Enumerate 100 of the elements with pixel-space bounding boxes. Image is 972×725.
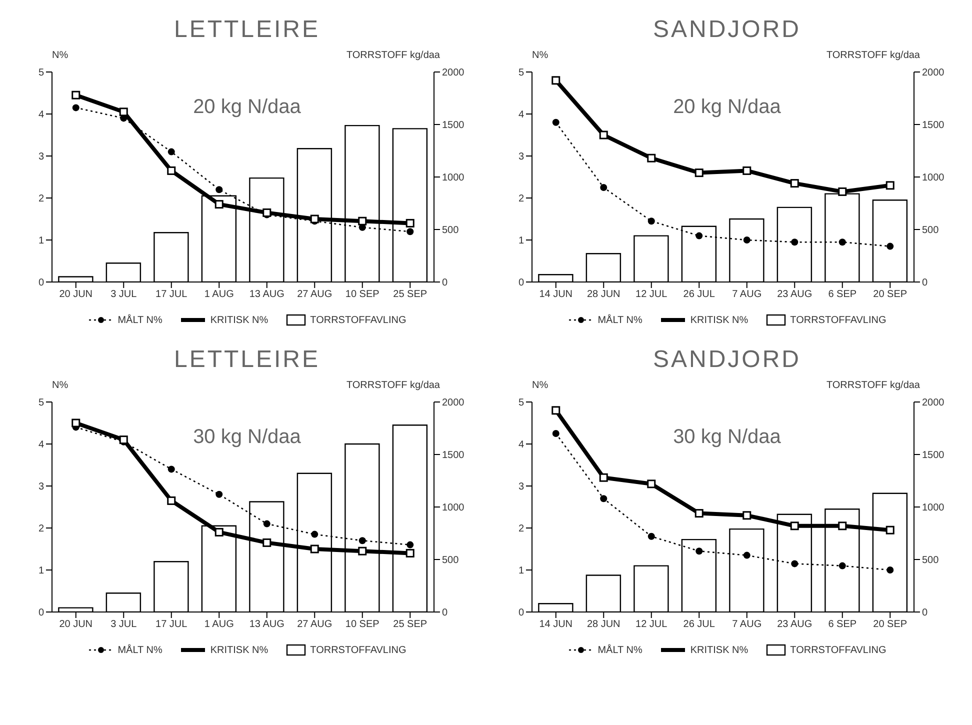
y-tick-label: 4	[518, 110, 524, 121]
x-tick-label: 10 SEP	[345, 619, 380, 630]
point	[647, 480, 656, 488]
point	[406, 548, 414, 558]
point	[406, 541, 414, 548]
x-tick-label: 12 JUL	[636, 619, 668, 630]
point	[72, 104, 80, 112]
point	[167, 496, 176, 505]
x-tick-label: 3 JUL	[110, 289, 138, 300]
x-tick-label: 25 SEP	[393, 619, 428, 630]
point	[216, 186, 223, 194]
point	[886, 566, 894, 574]
point	[552, 118, 560, 126]
y-tick-label: 1	[518, 566, 524, 577]
y2-tick-label: 0	[442, 608, 448, 619]
y2-tick-label: 1000	[442, 172, 465, 184]
point	[72, 90, 80, 100]
point	[216, 490, 223, 498]
x-tick-label: 7 AUG	[732, 289, 762, 300]
y2-tick-label: 0	[442, 278, 448, 289]
point	[262, 208, 272, 217]
x-tick-label: 20 JUN	[59, 289, 93, 300]
x-tick-label: 17 JUL	[156, 619, 188, 630]
x-tick-label: 26 JUL	[683, 289, 716, 300]
point	[838, 187, 847, 196]
y2-axis-title: TORRSTOFF kg/daa	[826, 380, 920, 391]
point	[648, 218, 655, 225]
point	[406, 228, 414, 236]
y-tick-label: 2	[518, 524, 524, 535]
legend-label: KRITISK N%	[210, 314, 268, 326]
y2-tick-label: 1500	[922, 450, 945, 462]
annotation: 20 kg N/daa	[193, 96, 301, 118]
y-tick-label: 1	[38, 566, 44, 577]
point	[406, 218, 414, 228]
y2-tick-label: 1000	[922, 172, 945, 184]
y-tick-label: 5	[38, 68, 44, 79]
point	[600, 495, 608, 502]
y2-tick-label: 2000	[922, 398, 945, 409]
legend-label: TORRSTOFFAVLING	[790, 644, 886, 656]
y2-tick-label: 1000	[922, 502, 945, 514]
annotation: 20 kg N/daa	[673, 96, 781, 118]
x-tick-label: 20 JUN	[59, 619, 93, 630]
y-tick-label: 0	[518, 278, 524, 289]
y-tick-label: 2	[38, 194, 44, 205]
point	[790, 179, 799, 188]
y2-tick-label: 1500	[922, 120, 945, 132]
x-tick-label: 27 AUG	[297, 289, 332, 300]
annotation: 30 kg N/daa	[193, 426, 301, 448]
x-tick-label: 10 SEP	[345, 289, 380, 300]
point	[310, 214, 319, 224]
y-tick-label: 5	[518, 68, 524, 79]
x-tick-label: 3 JUL	[110, 619, 138, 630]
y2-tick-label: 0	[922, 608, 928, 619]
y-tick-label: 1	[38, 236, 44, 247]
x-tick-label: 1 AUG	[204, 289, 234, 300]
x-tick-label: 20 SEP	[873, 619, 908, 630]
y-axis-title: N%	[532, 50, 548, 61]
point	[214, 200, 224, 209]
point	[696, 232, 703, 240]
point	[311, 530, 318, 538]
point	[263, 520, 270, 528]
chart-title: LETTLEIRE	[172, 346, 322, 375]
point	[886, 242, 894, 250]
y-tick-label: 4	[38, 440, 44, 451]
x-tick-label: 7 AUG	[732, 619, 762, 630]
x-tick-label: 27 AUG	[297, 619, 332, 630]
x-tick-label: 20 SEP	[873, 289, 908, 300]
y-tick-label: 1	[518, 236, 524, 247]
y2-axis-title: TORRSTOFF kg/daa	[346, 50, 440, 61]
x-tick-label: 14 JUN	[539, 289, 573, 300]
y-axis-title: N%	[52, 50, 68, 61]
x-tick-label: 26 JUL	[683, 619, 716, 630]
point	[742, 511, 752, 520]
legend-label: MÅLT N%	[118, 314, 162, 326]
point	[838, 562, 846, 570]
x-tick-label: 28 JUN	[586, 619, 620, 630]
x-tick-label: 17 JUL	[156, 289, 188, 300]
y-tick-label: 0	[38, 608, 44, 619]
point	[742, 166, 752, 175]
point	[696, 548, 703, 555]
y-tick-label: 5	[518, 398, 524, 409]
legend-label: KRITISK N%	[210, 644, 268, 656]
y2-tick-label: 2000	[442, 68, 465, 79]
y2-tick-label: 1000	[442, 502, 465, 514]
y2-axis-title: TORRSTOFF kg/daa	[826, 50, 920, 61]
y2-tick-label: 500	[442, 225, 460, 236]
chart-title: LETTLEIRE	[172, 16, 322, 45]
legend-label: TORRSTOFFAVLING	[310, 314, 406, 326]
point	[358, 537, 366, 544]
point	[262, 538, 272, 547]
point	[72, 418, 80, 428]
point	[743, 552, 750, 559]
y-tick-label: 3	[518, 482, 524, 493]
x-tick-label: 1 AUG	[204, 619, 234, 630]
point	[838, 238, 846, 246]
legend-label: KRITISK N%	[690, 644, 748, 656]
x-tick-label: 6 SEP	[828, 619, 857, 630]
y-tick-label: 3	[518, 152, 524, 163]
x-tick-label: 25 SEP	[393, 289, 428, 300]
chart-title: SANDJORD	[652, 16, 802, 45]
